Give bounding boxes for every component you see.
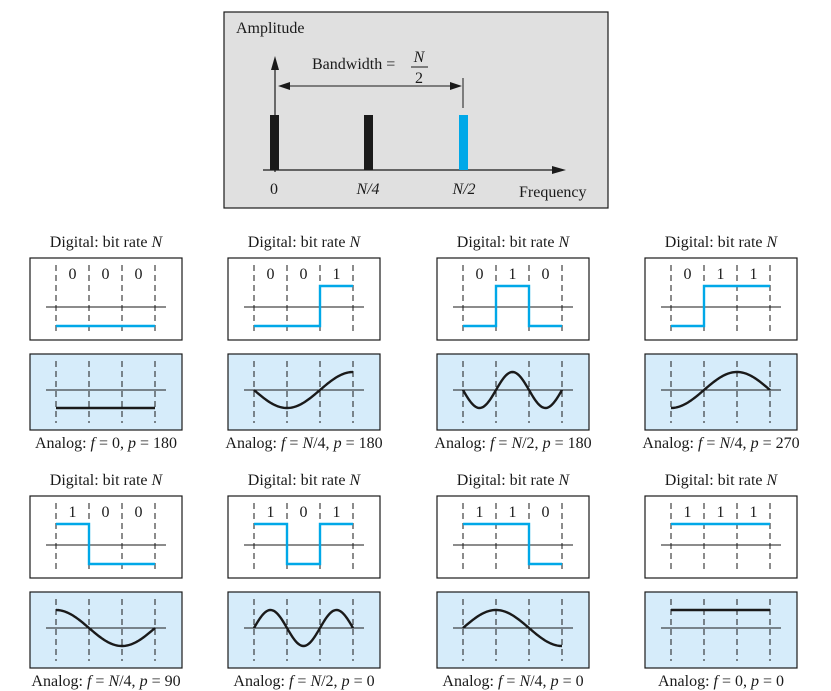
digital-panel-title: Digital: bit rate N	[665, 472, 779, 489]
bit-value-label: 0	[542, 266, 550, 283]
digital-panel-title: Digital: bit rate N	[457, 472, 571, 489]
analog-panel-caption: Analog: f = N/2, p = 180	[434, 435, 591, 452]
analog-waveform	[55, 608, 156, 648]
digital-signal-box	[644, 495, 798, 579]
analog-signal-box	[227, 353, 381, 431]
bit-value-label: 0	[684, 266, 692, 283]
bit-value-label: 1	[717, 504, 725, 521]
analog-waveform	[253, 370, 354, 410]
digital-panel-title: Digital: bit rate N	[457, 234, 571, 251]
analog-signal-box	[29, 353, 183, 431]
spectrum-panel: Amplitude Bandwidth = N 2 0 N/4 N/2 Freq…	[223, 11, 609, 209]
analog-panel-caption: Analog: f = N/2, p = 0	[233, 673, 374, 690]
bit-value-label: 1	[750, 266, 758, 283]
signal-panels: Digital: bit rate N 0 0 0 Analog: f = 0, p =…	[29, 234, 800, 690]
bit-value-label: 0	[69, 266, 77, 283]
digital-panel-title: Digital: bit rate N	[665, 234, 779, 251]
amplitude-label: Amplitude	[236, 20, 304, 37]
analog-panel-caption: Analog: f = 0, p = 180	[35, 435, 177, 452]
bit-value-label: 1	[333, 504, 341, 521]
digital-square-wave	[671, 284, 770, 328]
bit-value-label: 0	[102, 504, 110, 521]
analog-waveform	[461, 370, 564, 410]
digital-signal-box	[436, 495, 590, 579]
bit-value-label: 0	[267, 266, 275, 283]
analog-waveform	[670, 370, 771, 410]
digital-square-wave	[56, 522, 155, 566]
bit-value-label: 0	[135, 504, 143, 521]
digital-square-wave	[254, 284, 353, 328]
analog-signal-box	[644, 591, 798, 669]
analog-waveform	[252, 608, 355, 648]
digital-signal-box	[436, 257, 590, 341]
bit-value-label: 0	[476, 266, 484, 283]
analog-panel-caption: Analog: f = 0, p = 0	[658, 673, 784, 690]
bandwidth-label: Bandwidth =	[312, 56, 395, 73]
bit-value-label: 1	[509, 504, 517, 521]
bandwidth-fraction-denominator: 2	[415, 70, 423, 87]
analog-panel-caption: Analog: f = N/4, p = 180	[225, 435, 382, 452]
digital-panel-title: Digital: bit rate N	[50, 472, 164, 489]
spectral-bar-n-half	[459, 115, 468, 170]
bit-value-label: 1	[509, 266, 517, 283]
analog-panel-caption: Analog: f = N/4, p = 0	[442, 673, 583, 690]
analog-signal-box	[644, 353, 798, 431]
bandwidth-fraction-numerator: N	[413, 49, 426, 66]
bandwidth-arrowhead-right	[450, 82, 462, 90]
spectral-bar-0	[270, 115, 279, 170]
digital-panel-title: Digital: bit rate N	[248, 472, 362, 489]
analog-signal-box	[436, 353, 590, 431]
frequency-tick-n-quarter: N/4	[355, 181, 379, 198]
bit-value-label: 1	[267, 504, 275, 521]
frequency-tick-n-half: N/2	[451, 181, 475, 198]
digital-panel-title: Digital: bit rate N	[50, 234, 164, 251]
bit-value-label: 1	[750, 504, 758, 521]
bit-value-label: 0	[542, 504, 550, 521]
analog-signal-box	[29, 591, 183, 669]
bit-value-label: 0	[300, 266, 308, 283]
digital-square-wave	[463, 522, 562, 566]
analog-signal-box	[436, 591, 590, 669]
bit-value-label: 0	[102, 266, 110, 283]
analog-waveform	[462, 608, 563, 648]
digital-panel-title: Digital: bit rate N	[248, 234, 362, 251]
bit-value-label: 1	[684, 504, 692, 521]
spectral-bar-n-quarter	[364, 115, 373, 170]
analog-signal-box	[227, 591, 381, 669]
digital-signal-box	[644, 257, 798, 341]
amplitude-axis-arrowhead	[271, 56, 279, 70]
bit-value-label: 0	[300, 504, 308, 521]
bit-value-label: 1	[69, 504, 77, 521]
digital-square-wave	[254, 522, 353, 566]
bandwidth-arrowhead-left	[278, 82, 290, 90]
bit-value-label: 1	[333, 266, 341, 283]
digital-square-wave	[463, 284, 562, 328]
analog-panel-caption: Analog: f = N/4, p = 90	[31, 673, 180, 690]
frequency-axis-arrowhead	[552, 166, 566, 174]
frequency-tick-0: 0	[270, 181, 278, 198]
frequency-label: Frequency	[519, 184, 587, 201]
bit-value-label: 1	[476, 504, 484, 521]
bit-value-label: 1	[717, 266, 725, 283]
spectrum-panel-background	[223, 11, 609, 209]
analog-panel-caption: Analog: f = N/4, p = 270	[642, 435, 799, 452]
bit-value-label: 0	[135, 266, 143, 283]
